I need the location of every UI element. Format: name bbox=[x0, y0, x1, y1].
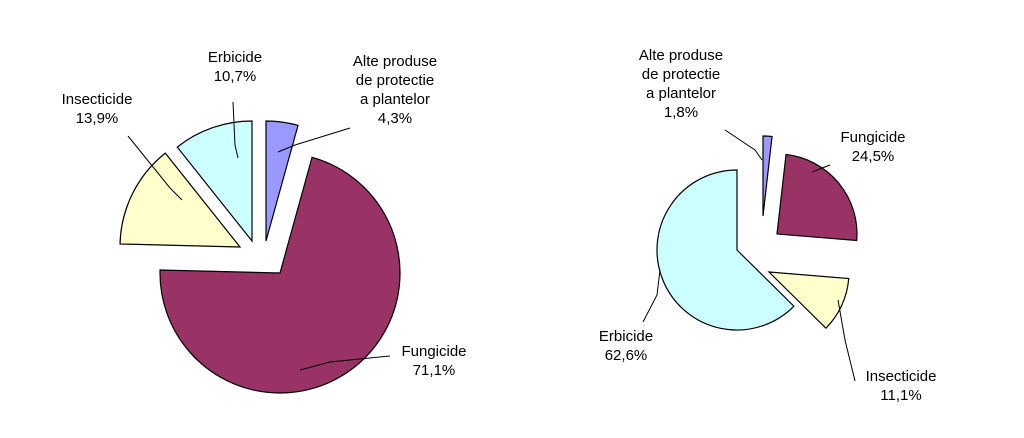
pie-slice-insecticide bbox=[767, 271, 850, 330]
pie-slice-fungicide bbox=[159, 156, 401, 394]
pie-slice-fungicide bbox=[776, 153, 858, 242]
slice-value-label: 4,3% bbox=[378, 110, 412, 127]
slice-name-label: a plantelor bbox=[646, 85, 716, 102]
slice-label-insecticide: Insecticide 11,1% bbox=[866, 368, 937, 404]
slice-label-insecticide: Insecticide 13,9% bbox=[62, 91, 133, 127]
leader-line-fungicide bbox=[299, 355, 391, 371]
slice-label-fungicide: Fungicide 71,1% bbox=[401, 343, 466, 379]
slice-name-label: de protectie bbox=[642, 66, 720, 83]
slice-label-alte-produse: Alte produse de protectie a plantelor 1,8% bbox=[639, 47, 723, 121]
leader-line-alte-produse bbox=[724, 129, 763, 161]
slice-name-label: de protectie bbox=[356, 72, 434, 89]
leader-line-insecticide bbox=[837, 299, 856, 382]
pie-slice-insecticide bbox=[119, 152, 242, 248]
leader-line-fungicide bbox=[811, 164, 831, 173]
pie-slice-erbicide bbox=[176, 120, 253, 243]
slice-name-label: a plantelor bbox=[360, 91, 430, 108]
leader-line-erbicide bbox=[232, 101, 239, 159]
pie-chart-right: Alte produse de protectie a plantelor 1,8% F… bbox=[599, 47, 937, 404]
leader-line-insecticide bbox=[127, 135, 183, 201]
pie-slice-alte-produse bbox=[762, 135, 773, 217]
slice-name-label: Erbicide bbox=[599, 328, 653, 345]
slice-label-erbicide: Erbicide 62,6% bbox=[599, 328, 653, 364]
slice-label-fungicide: Fungicide 24,5% bbox=[840, 129, 905, 165]
slice-name-label: Insecticide bbox=[866, 368, 937, 385]
pie-slice-alte-produse bbox=[265, 120, 299, 242]
slice-label-alte-produse: Alte produse de protectie a plantelor 4,3% bbox=[353, 53, 437, 127]
slice-value-label: 1,8% bbox=[664, 104, 698, 121]
slice-value-label: 13,9% bbox=[76, 110, 119, 127]
leader-line-erbicide bbox=[642, 269, 661, 323]
slice-value-label: 10,7% bbox=[214, 68, 257, 85]
pie-slice-erbicide bbox=[656, 169, 795, 331]
slice-name-label: Insecticide bbox=[62, 91, 133, 108]
slice-value-label: 11,1% bbox=[880, 387, 921, 404]
slice-value-label: 62,6% bbox=[605, 347, 648, 364]
slice-name-label: Alte produse bbox=[639, 47, 723, 64]
leader-line-alte-produse bbox=[277, 127, 351, 153]
slice-value-label: 24,5% bbox=[852, 148, 895, 165]
slice-name-label: Erbicide bbox=[208, 49, 262, 66]
slice-name-label: Fungicide bbox=[840, 129, 905, 146]
slice-label-erbicide: Erbicide 10,7% bbox=[208, 49, 262, 85]
slice-name-label: Alte produse bbox=[353, 53, 437, 70]
slice-name-label: Fungicide bbox=[401, 343, 466, 360]
slice-value-label: 71,1% bbox=[413, 362, 456, 379]
pie-chart-left: Alte produse de protectie a plantelor 4,3% F… bbox=[62, 49, 467, 394]
